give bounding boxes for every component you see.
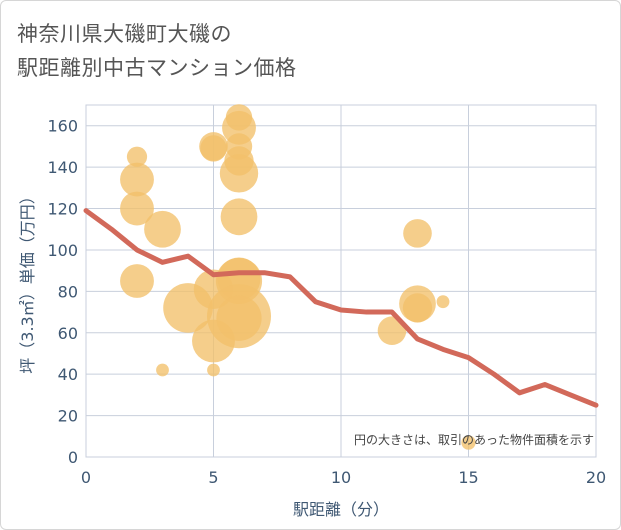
y-tick-label: 140 bbox=[47, 158, 78, 177]
trend-line bbox=[83, 208, 599, 408]
data-bubble bbox=[402, 293, 433, 323]
y-tick-label: 40 bbox=[58, 365, 78, 384]
x-tick-label: 10 bbox=[331, 468, 351, 487]
data-bubble bbox=[461, 435, 476, 450]
bubble-series bbox=[120, 104, 476, 450]
plot-frame bbox=[85, 104, 597, 458]
data-bubble bbox=[403, 219, 432, 248]
trend-line-group bbox=[83, 208, 599, 408]
title-line-1: 神奈川県大磯町大磯の bbox=[17, 22, 232, 46]
data-bubble bbox=[222, 110, 256, 145]
data-bubble bbox=[220, 198, 258, 236]
data-bubble bbox=[156, 363, 169, 377]
size-annotation: 円の大きさは、取引のあった物件面積を示す bbox=[354, 432, 594, 447]
y-tick-label: 0 bbox=[68, 448, 78, 467]
data-bubble bbox=[126, 146, 148, 167]
data-bubble bbox=[207, 363, 220, 377]
chart-title: 神奈川県大磯町大磯の 駅距離別中古マンション価格 bbox=[17, 17, 297, 85]
title-line-2: 駅距離別中古マンション価格 bbox=[17, 56, 297, 80]
data-bubble bbox=[120, 264, 154, 298]
data-bubble bbox=[436, 295, 450, 309]
axis-ticks: 0 5 10 15 20 0 20 40 60 80 100 120 140 160 bbox=[47, 117, 606, 487]
x-tick-label: 5 bbox=[208, 468, 218, 487]
y-tick-label: 120 bbox=[47, 200, 78, 219]
y-tick-label: 100 bbox=[47, 241, 78, 260]
data-bubble bbox=[219, 154, 259, 193]
x-axis-label: 駅距離（分） bbox=[293, 500, 389, 519]
x-tick-label: 15 bbox=[458, 468, 478, 487]
data-bubble bbox=[377, 316, 407, 346]
data-bubble bbox=[200, 135, 227, 162]
data-bubble bbox=[216, 295, 262, 341]
x-tick-label: 20 bbox=[586, 468, 606, 487]
grid-lines bbox=[85, 104, 597, 458]
data-bubble bbox=[144, 210, 181, 248]
y-tick-label: 80 bbox=[58, 282, 78, 301]
data-bubble bbox=[120, 162, 154, 197]
y-axis-label: 坪（3.3㎡）単価（万円） bbox=[18, 188, 37, 373]
y-tick-label: 60 bbox=[58, 324, 78, 343]
x-tick-label: 0 bbox=[81, 468, 91, 487]
data-bubble bbox=[120, 191, 154, 226]
y-tick-label: 20 bbox=[58, 407, 78, 426]
y-tick-label: 160 bbox=[47, 117, 78, 136]
